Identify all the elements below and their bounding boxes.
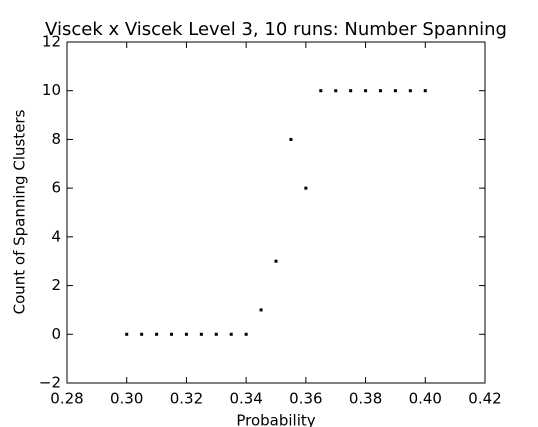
point — [259, 308, 263, 312]
x-tick-label: 0.32 — [170, 390, 203, 408]
y-tick-label: 12 — [42, 33, 61, 51]
point — [229, 332, 233, 336]
point — [274, 259, 278, 263]
point — [393, 89, 397, 93]
point — [379, 89, 382, 93]
y-tick-label: 2 — [51, 276, 61, 294]
x-tick-label: 0.34 — [229, 390, 262, 408]
y-tick-label: 4 — [51, 227, 61, 245]
point — [319, 89, 323, 93]
y-tick-label: 8 — [51, 130, 61, 148]
x-tick-label: 0.28 — [50, 390, 83, 408]
x-tick-label: 0.38 — [349, 390, 382, 408]
x-tick-label: 0.36 — [289, 390, 322, 408]
point — [349, 89, 353, 93]
y-tick-label: 10 — [42, 81, 61, 99]
point — [184, 332, 188, 336]
point — [304, 186, 308, 190]
y-tick-label: 6 — [51, 179, 61, 197]
point — [199, 332, 203, 336]
point — [289, 137, 293, 141]
point — [170, 332, 173, 336]
point — [140, 332, 144, 336]
point — [244, 332, 248, 336]
point — [364, 89, 368, 93]
x-tick-label: 0.40 — [409, 390, 442, 408]
x-axis-label: Probability — [236, 412, 315, 427]
y-tick-label: 0 — [51, 325, 61, 343]
point — [408, 89, 412, 93]
x-tick-label: 0.30 — [110, 390, 143, 408]
point — [334, 89, 338, 93]
x-tick-label: 0.42 — [468, 390, 501, 408]
y-axis-label: Count of Spanning Clusters — [11, 109, 29, 314]
point — [125, 332, 129, 336]
y-tick-label: −2 — [39, 374, 61, 392]
chart-title: Viscek x Viscek Level 3, 10 runs: Number… — [45, 19, 507, 40]
point — [155, 332, 159, 336]
point — [423, 89, 427, 93]
plot-frame — [66, 41, 486, 384]
point — [214, 332, 218, 336]
